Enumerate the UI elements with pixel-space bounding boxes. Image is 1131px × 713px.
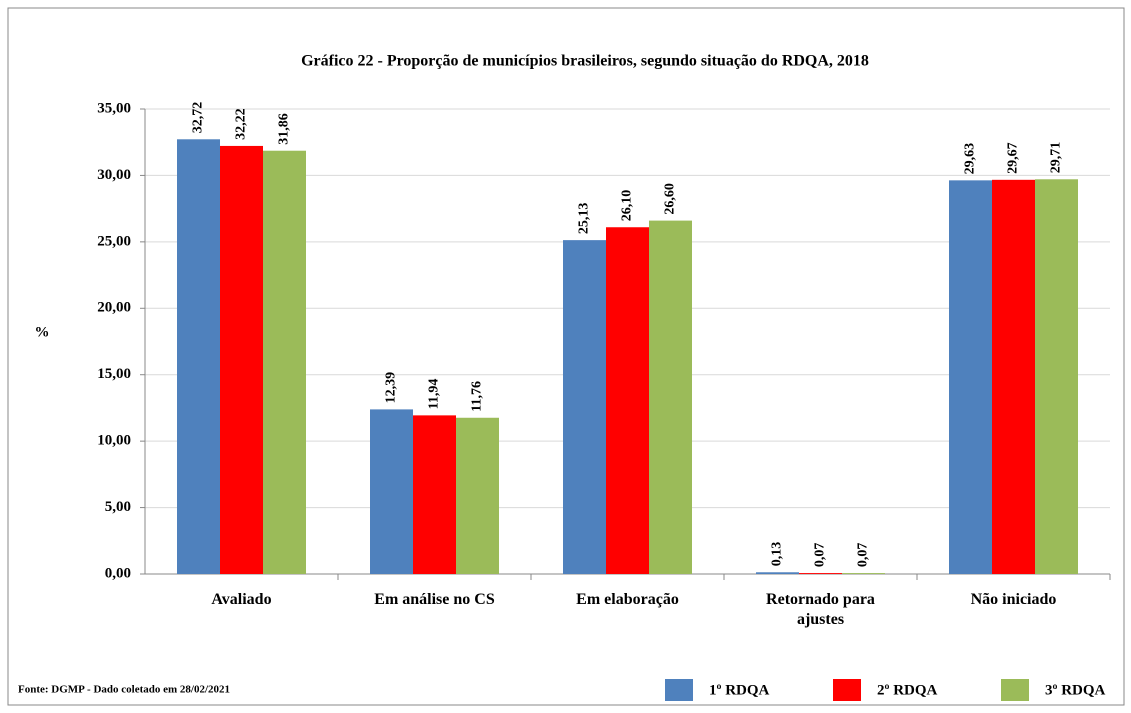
legend-swatch (833, 679, 861, 701)
value-label: 29,67 (1006, 142, 1021, 174)
value-label: 29,71 (1049, 142, 1064, 174)
value-label: 0,07 (813, 543, 828, 568)
legend-swatch (665, 679, 693, 701)
bar (992, 179, 1035, 574)
bar (606, 227, 649, 574)
value-label: 26,60 (663, 183, 678, 215)
bar (177, 139, 220, 574)
value-label: 29,63 (963, 143, 978, 175)
bar (649, 220, 692, 574)
y-tick-label: 20,00 (97, 300, 131, 316)
legend-label: 3º RDQA (1045, 682, 1106, 698)
y-tick-label: 25,00 (97, 233, 131, 249)
y-tick-label: 15,00 (97, 366, 131, 382)
bar (263, 150, 306, 574)
y-tick-label: 5,00 (105, 499, 131, 515)
value-label: 25,13 (577, 203, 592, 235)
source-note: Fonte: DGMP - Dado coletado em 28/02/202… (18, 684, 230, 696)
x-tick-label: Não iniciado (970, 591, 1057, 608)
value-label: 32,22 (234, 108, 249, 140)
legend-label: 2º RDQA (877, 682, 938, 698)
legend-label: 1º RDQA (709, 682, 770, 698)
value-label: 0,07 (856, 543, 871, 568)
y-tick-label: 10,00 (97, 433, 131, 449)
bar (799, 573, 842, 574)
x-tick-label: Avaliado (211, 591, 272, 608)
bar (949, 180, 992, 574)
bar (756, 572, 799, 574)
bar (220, 145, 263, 575)
bar (1035, 179, 1078, 574)
value-label: 0,13 (770, 542, 785, 567)
bar (413, 415, 456, 574)
value-label: 11,76 (470, 381, 485, 412)
value-label: 12,39 (384, 372, 399, 404)
x-tick-label: Em análise no CS (374, 591, 495, 608)
bar (370, 409, 413, 574)
bar (842, 573, 885, 574)
value-label: 26,10 (620, 190, 635, 222)
legend-swatch (1001, 679, 1029, 701)
value-label: 32,72 (191, 102, 206, 134)
value-label: 31,86 (277, 113, 292, 145)
x-tick-label: Em elaboração (576, 591, 679, 608)
y-tick-label: 30,00 (97, 167, 131, 183)
x-tick-label: Retornado para ajustes (766, 591, 875, 628)
y-tick-label: 0,00 (105, 565, 131, 581)
chart-title: Gráfico 22 - Proporção de municípios bra… (301, 53, 869, 70)
bar (563, 240, 606, 574)
y-tick-label: 35,00 (97, 100, 131, 116)
y-axis-label: % (35, 324, 50, 340)
bar (456, 417, 499, 574)
value-label: 11,94 (427, 379, 442, 410)
